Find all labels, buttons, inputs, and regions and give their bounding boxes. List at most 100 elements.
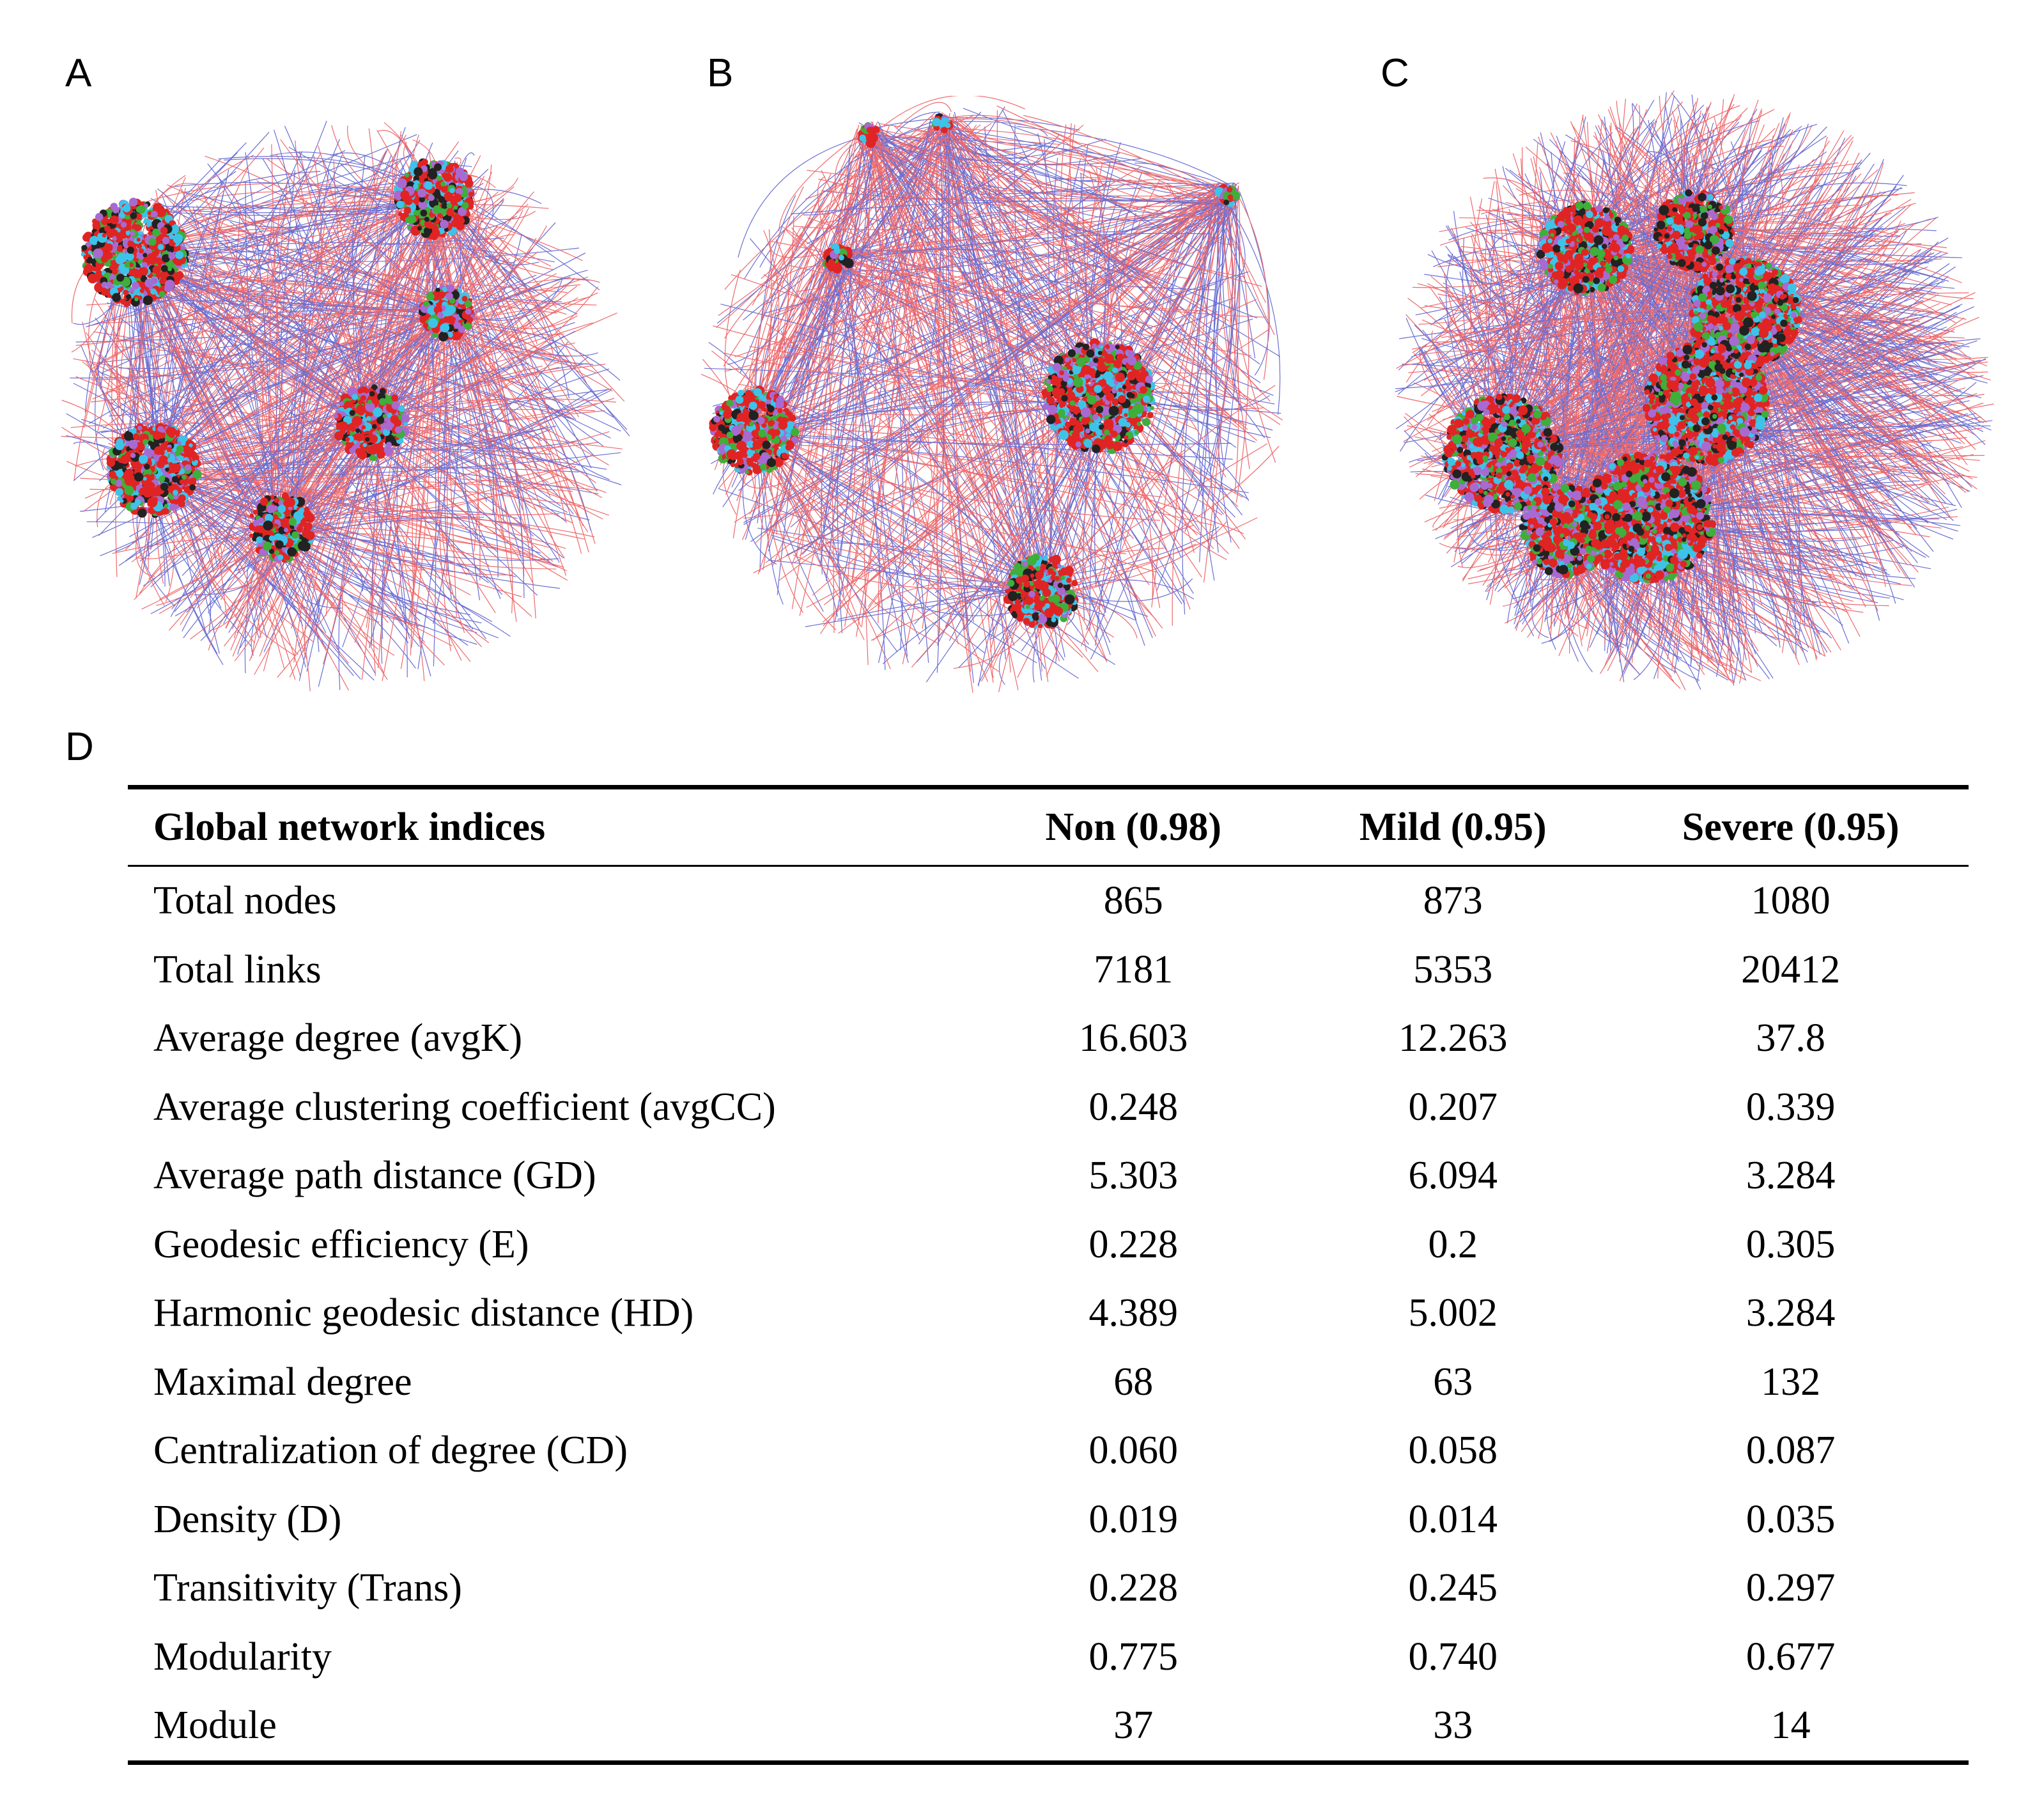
network-link — [458, 311, 578, 329]
network-node — [445, 292, 453, 300]
network-link — [1217, 205, 1240, 391]
network-node — [252, 509, 258, 515]
network-node — [268, 535, 275, 541]
network-node — [757, 416, 765, 424]
network-node — [442, 286, 448, 293]
network-link — [878, 139, 1064, 600]
network-node — [734, 451, 744, 460]
network-node — [422, 322, 429, 329]
network-node — [362, 386, 368, 392]
network-node — [168, 431, 175, 439]
network-link — [1220, 192, 1281, 415]
network-node — [440, 181, 446, 187]
network-link — [162, 191, 376, 410]
network-link — [1216, 184, 1234, 543]
network-node — [424, 181, 433, 190]
network-link — [138, 253, 285, 669]
network-node — [140, 276, 148, 283]
network-link — [445, 322, 567, 524]
network-link — [833, 258, 1223, 516]
network-node — [156, 207, 166, 217]
network-node — [345, 437, 350, 442]
network-link — [1099, 179, 1221, 201]
network-node — [404, 206, 411, 214]
network-node — [398, 405, 405, 412]
network-link — [359, 427, 568, 581]
network-link — [949, 117, 1262, 393]
network-node — [738, 389, 745, 396]
network-link — [752, 428, 1157, 573]
network-link — [123, 248, 304, 626]
network-node — [109, 266, 114, 270]
network-node — [1059, 401, 1066, 408]
network-link — [249, 320, 440, 662]
network-link — [750, 162, 925, 423]
network-node — [760, 463, 767, 471]
network-node — [747, 448, 755, 458]
network-link — [1043, 520, 1228, 594]
network-node — [256, 536, 263, 543]
network-link — [935, 127, 1219, 188]
network-link — [140, 258, 361, 679]
network-node — [120, 299, 126, 305]
network-link — [231, 200, 447, 630]
network-link — [382, 201, 428, 681]
network-link — [723, 131, 933, 367]
network-link — [182, 319, 442, 356]
network-node — [785, 444, 793, 451]
network-node — [360, 395, 366, 401]
network-link — [807, 496, 1030, 596]
network-link — [950, 130, 1202, 384]
network-link — [146, 254, 576, 364]
network-link — [154, 425, 557, 465]
network-node — [344, 401, 353, 410]
network-node — [444, 191, 454, 202]
network-node — [766, 458, 776, 467]
network-node — [773, 394, 778, 399]
network-node — [143, 252, 148, 258]
network-link — [996, 110, 1039, 581]
network-node — [148, 231, 153, 236]
network-node — [93, 248, 104, 259]
network-link — [293, 540, 468, 646]
network-node — [369, 434, 378, 444]
network-graph-mild — [690, 96, 1291, 703]
network-link — [751, 296, 1154, 439]
network-node — [120, 454, 130, 464]
network-node — [304, 522, 313, 531]
network-node — [424, 220, 433, 228]
network-node — [102, 290, 106, 295]
network-link — [447, 311, 610, 480]
network-link — [458, 307, 591, 531]
network-link — [147, 151, 303, 465]
network-link — [825, 260, 854, 567]
network-node — [428, 170, 438, 180]
network-node — [397, 178, 407, 189]
network-node — [417, 226, 422, 231]
network-link — [92, 410, 362, 538]
network-node — [743, 453, 748, 458]
network-node — [781, 453, 788, 460]
network-node — [147, 211, 152, 215]
network-node — [157, 426, 164, 433]
network-link — [230, 323, 437, 651]
network-node — [780, 435, 787, 442]
network-node — [102, 233, 107, 238]
network-node — [440, 323, 450, 332]
network-node — [277, 554, 284, 561]
network-link — [382, 417, 607, 493]
network-node — [159, 291, 166, 297]
network-node — [84, 263, 93, 273]
network-node — [444, 227, 449, 232]
network-node — [356, 404, 366, 414]
network-node — [436, 175, 442, 181]
network-svg-a — [61, 120, 630, 692]
network-link — [148, 199, 443, 580]
network-node — [169, 503, 177, 511]
network-link — [799, 129, 933, 616]
network-node — [730, 462, 736, 467]
network-node — [441, 186, 448, 193]
network-node — [286, 497, 295, 508]
network-node — [165, 428, 171, 433]
network-link — [764, 433, 1000, 672]
